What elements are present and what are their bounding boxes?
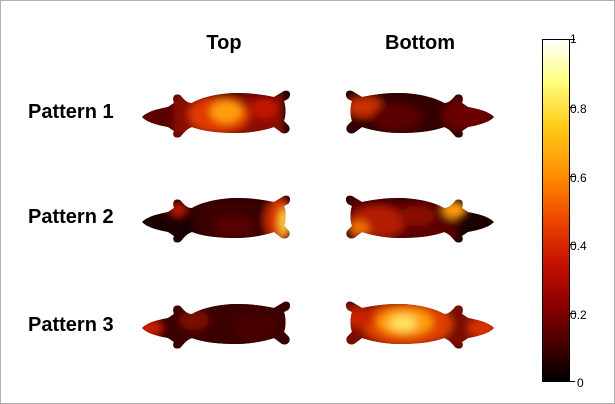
colorbar-label-0.4: 0.4	[570, 239, 587, 253]
row-label-pattern-3: Pattern 3	[28, 314, 114, 336]
heatmap-pattern-3-top	[142, 301, 291, 349]
colorbar	[542, 39, 570, 382]
row-label-pattern-1: Pattern 1	[28, 101, 114, 123]
colorbar-label-0.6: 0.6	[570, 171, 587, 185]
colorbar-tick	[570, 244, 575, 245]
column-label-bottom: Bottom	[385, 32, 455, 54]
colorbar-label-0.2: 0.2	[570, 308, 587, 322]
colorbar-tick	[570, 381, 575, 382]
colorbar-tick	[570, 107, 575, 108]
heatmap-pattern-2-bottom	[345, 195, 494, 243]
column-label-top: Top	[206, 32, 242, 54]
heatmap-pattern-1-bottom	[345, 90, 495, 138]
heatmap-pattern-3-bottom	[345, 301, 495, 349]
heatmap-pattern-1-top	[142, 90, 291, 138]
colorbar-tick	[570, 176, 575, 177]
colorbar-label-0: 0	[577, 376, 584, 390]
colorbar-tick	[570, 39, 575, 40]
row-label-pattern-2: Pattern 2	[28, 206, 114, 228]
heatmap-pattern-2-top	[142, 195, 291, 243]
colorbar-label-0.8: 0.8	[570, 102, 587, 116]
colorbar-label-1: 1	[570, 32, 577, 46]
colorbar-tick	[570, 313, 575, 314]
